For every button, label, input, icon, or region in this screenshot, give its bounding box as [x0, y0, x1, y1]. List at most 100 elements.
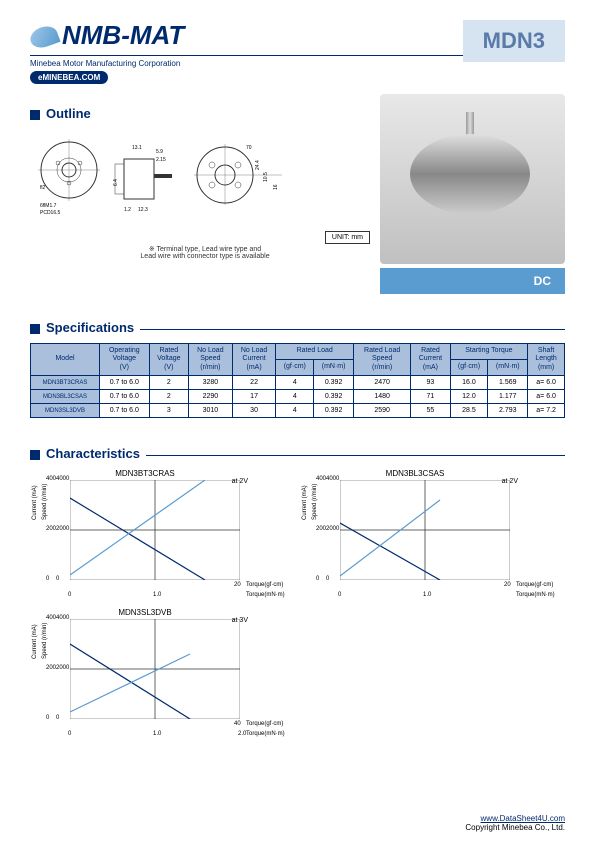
characteristics-section: Characteristics MDN3BT3CRAS at 2V Curren…	[0, 434, 595, 729]
x-axis-label-bot: Torque(mN·m)	[516, 592, 555, 598]
ytick: 4000	[56, 476, 69, 482]
cell: 55	[411, 404, 450, 418]
logo-swoosh-icon	[27, 23, 60, 51]
cell: 3	[149, 404, 188, 418]
cell: 22	[232, 376, 276, 390]
outline-title: Outline	[46, 106, 91, 121]
cell: 12.0	[450, 390, 488, 404]
cell-model: MDN3BL3CSAS	[31, 390, 100, 404]
cell: 71	[411, 390, 450, 404]
unit-note-row: UNIT: mm	[30, 227, 380, 239]
cell: 1.569	[488, 376, 528, 390]
chart-row-2: MDN3SL3DVB at 3V Current (mA) Speed (r/m…	[30, 608, 565, 729]
cell: 1.177	[488, 390, 528, 404]
xtick: 0	[68, 731, 71, 737]
col-noload-speed: No Load Speed (r/min)	[189, 344, 233, 376]
y-axis-speed-label: Speed (r/min)	[312, 484, 318, 520]
dim-d6: 24.4	[255, 160, 261, 170]
unit-label: UNIT: mm	[325, 231, 370, 244]
dc-badge: DC	[380, 268, 565, 294]
xtick: 1.0	[423, 592, 431, 598]
col-rated-load-gfcm: (gf·cm)	[276, 360, 314, 376]
ytick: 200	[46, 665, 56, 671]
dim-d7: 10.5	[263, 172, 269, 182]
spec-table-head: Model Operating Voltage (V) Rated Voltag…	[31, 344, 565, 376]
logo-text: NMB-MAT	[62, 20, 184, 50]
xtick: 1.0	[153, 731, 161, 737]
cell: 4	[276, 376, 314, 390]
spec-title: Specifications	[46, 320, 134, 335]
ytick: 0	[316, 576, 319, 582]
cell: 0.7 to 6.0	[100, 376, 150, 390]
ytick: 2000	[56, 526, 69, 532]
motor-body-graphic	[410, 134, 530, 214]
dim-left3: PCD16.5	[40, 210, 61, 216]
dim-left1: ﬂ2	[40, 185, 46, 191]
chart-row-1: MDN3BT3CRAS at 2V Current (mA) Speed (r/…	[30, 469, 565, 590]
ytick: 0	[46, 715, 49, 721]
drawing-side-view: 13.1 5.9 2.15 6.4 1.2 12.3	[112, 139, 182, 217]
cell: 2470	[354, 376, 411, 390]
cell: 2	[149, 390, 188, 404]
logo-area: NMB-MAT Minebea Motor Manufacturing Corp…	[30, 20, 463, 84]
cell: a= 6.0	[528, 376, 565, 390]
cell: 17	[232, 390, 276, 404]
product-badge-wrap: MDN3	[463, 20, 565, 84]
cell: 0.7 to 6.0	[100, 404, 150, 418]
section-rule	[146, 448, 565, 456]
cell: 28.5	[450, 404, 488, 418]
page-header: NMB-MAT Minebea Motor Manufacturing Corp…	[0, 0, 595, 94]
col-rated-current: Rated Current (mA)	[411, 344, 450, 376]
specifications-table: Model Operating Voltage (V) Rated Voltag…	[30, 343, 565, 418]
col-noload-current: No Load Current (mA)	[232, 344, 276, 376]
x-axis-label-bot: Torque(mN·m)	[246, 731, 285, 737]
cell: 1480	[354, 390, 411, 404]
col-start-torque-gfcm: (gf·cm)	[450, 360, 488, 376]
outline-note: ※ Terminal type, Lead wire type and Lead…	[30, 245, 380, 260]
col-start-torque-mnm: (mN·m)	[488, 360, 528, 376]
cell: 3280	[189, 376, 233, 390]
y-axis-speed-label: Speed (r/min)	[42, 623, 48, 659]
cell: a= 7.2	[528, 404, 565, 418]
brand-url: eMINEBEA.COM	[30, 71, 108, 84]
x-max-label: 40	[234, 721, 241, 727]
col-model: Model	[31, 344, 100, 376]
brand-logo: NMB-MAT	[30, 20, 463, 51]
spec-heading: Specifications	[30, 308, 565, 343]
dim-d3: 2.15	[156, 157, 166, 163]
ytick: 0	[46, 576, 49, 582]
char-heading: Characteristics	[30, 434, 565, 469]
footer-copyright: Copyright Minebea Co., Ltd.	[465, 823, 565, 832]
x-axis-label-bot: Torque(mN·m)	[246, 592, 285, 598]
cell: 0.392	[314, 376, 354, 390]
specifications-section: Specifications Model Operating Voltage (…	[0, 308, 595, 418]
ytick: 400	[46, 476, 56, 482]
chart-2: MDN3SL3DVB at 3V Current (mA) Speed (r/m…	[30, 608, 260, 729]
chart-0: MDN3BT3CRAS at 2V Current (mA) Speed (r/…	[30, 469, 260, 590]
spec-table-body: MDN3BT3CRAS 0.7 to 6.0 2 3280 22 4 0.392…	[31, 376, 565, 418]
square-bullet-icon	[30, 450, 40, 460]
cell: 2290	[189, 390, 233, 404]
table-row: MDN3SL3DVB 0.7 to 6.0 3 3010 30 4 0.392 …	[31, 404, 565, 418]
dim-left2: 6ﬂM1.7	[40, 203, 57, 209]
footer-link[interactable]: www.DataSheet4U.com	[465, 814, 565, 823]
y-axis-current-label: Current (mA)	[32, 625, 38, 660]
cell-model: MDN3SL3DVB	[31, 404, 100, 418]
section-rule	[140, 322, 565, 330]
drawing-front-view: ﬂ2 6ﬂM1.7 PCD16.5	[38, 139, 100, 217]
ytick: 0	[56, 715, 59, 721]
x-max-label: 20	[504, 582, 511, 588]
ytick: 400	[316, 476, 326, 482]
drawing-rear-view: 70 24.4 10.5 16	[194, 139, 284, 217]
ytick: 0	[56, 576, 59, 582]
ytick: 200	[46, 526, 56, 532]
ytick: 200	[316, 526, 326, 532]
col-rated-load-speed: Rated Load Speed (r/min)	[354, 344, 411, 376]
chart-svg	[340, 480, 510, 580]
x-axis-label-top: Torque(gf·cm)	[516, 582, 553, 588]
ytick: 4000	[326, 476, 339, 482]
cell: 2	[149, 376, 188, 390]
chart-svg	[70, 480, 240, 580]
cell: a= 6.0	[528, 390, 565, 404]
col-rated-load: Rated Load	[276, 344, 354, 360]
